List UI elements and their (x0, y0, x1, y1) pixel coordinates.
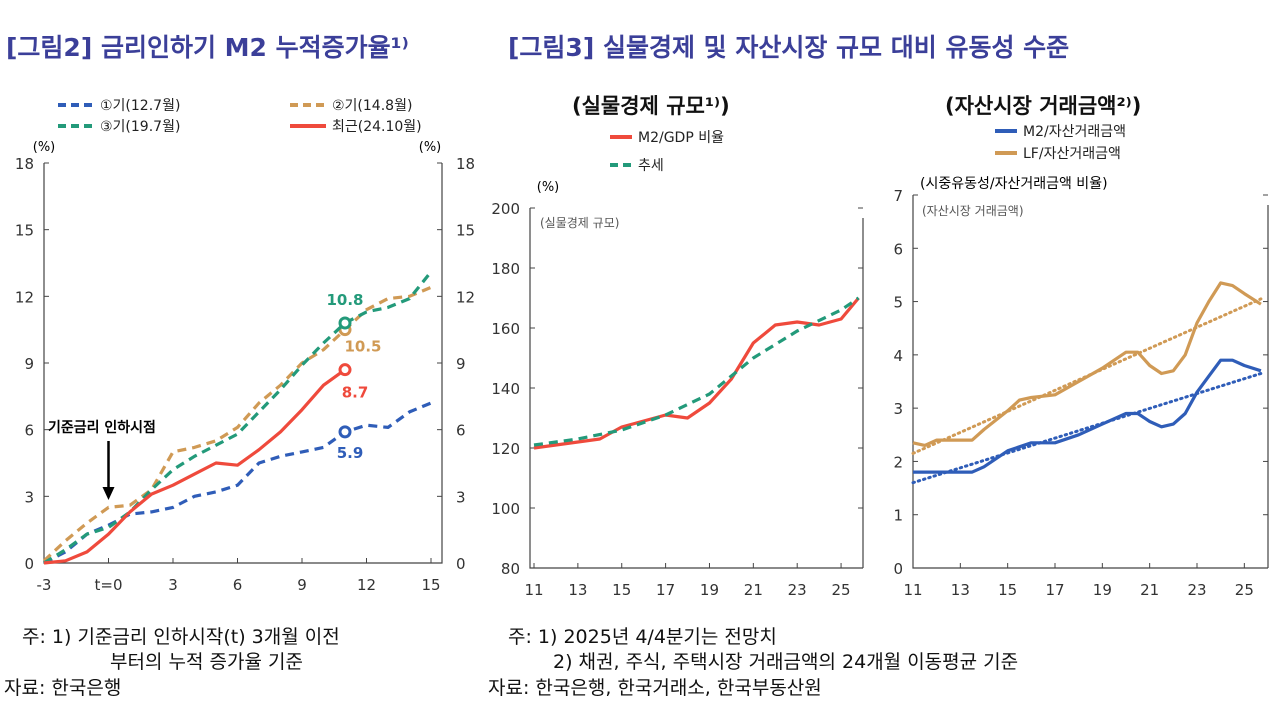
y-tick-label: 4 (893, 347, 903, 365)
y-tick-label-right: 18 (456, 155, 475, 173)
source-left: 자료: 한국은행 (4, 677, 122, 699)
data-label: 8.7 (342, 384, 369, 402)
y-tick-label-right: 15 (456, 222, 475, 240)
series-line (43, 368, 346, 565)
note-left-2: 부터의 누적 증가율 기준 (110, 651, 303, 673)
axis-frame (912, 195, 1268, 569)
y-tick-label: 1 (893, 507, 903, 525)
series-line (42, 285, 432, 562)
y-tick-label: 6 (893, 240, 903, 258)
axis-frame (529, 208, 863, 569)
y-tick-label-right: 6 (456, 422, 466, 440)
y-tick-label: 80 (501, 560, 520, 578)
legend-label: 추세 (638, 158, 664, 174)
y-tick-label: 5 (893, 294, 903, 312)
note-right-1: 주: 1) 2025년 4/4분기는 전망치 (508, 626, 777, 648)
x-tick-label: 11 (524, 581, 543, 599)
y-tick-label-right: 3 (456, 488, 466, 506)
x-tick-label: 11 (903, 581, 922, 599)
x-tick-label: 12 (357, 576, 376, 594)
series-line (911, 297, 1263, 455)
x-tick-label: 21 (744, 581, 763, 599)
y-tick-label: 200 (491, 200, 520, 218)
y-tick-label: 7 (893, 187, 903, 205)
x-tick-label: 6 (233, 576, 243, 594)
data-label: 5.9 (337, 444, 364, 462)
series-line (533, 296, 860, 450)
legend-label: ③기(19.7월) (100, 119, 180, 135)
chart1-title: (실물경제 규모) (540, 216, 620, 230)
axis-frame (43, 163, 443, 564)
chart2-title: (자산시장 거래금액) (922, 204, 1024, 218)
x-tick-label: 17 (656, 581, 675, 599)
x-tick-label: -3 (37, 576, 52, 594)
x-tick-label: 23 (788, 581, 807, 599)
x-tick-label: 13 (951, 581, 970, 599)
y-tick-label: 3 (893, 400, 903, 418)
data-marker (338, 425, 352, 439)
y-tick-label-right: 9 (456, 355, 466, 373)
y-tick-label: 15 (15, 222, 34, 240)
y-axis-unit-right: (%) (419, 140, 442, 155)
x-tick-label: 3 (168, 576, 178, 594)
x-tick-label: 25 (1235, 581, 1254, 599)
data-marker (338, 316, 352, 330)
legend-label: ①기(12.7월) (100, 98, 180, 114)
series-line (533, 296, 860, 447)
source-right: 자료: 한국은행, 한국거래소, 한국부동산원 (488, 677, 822, 699)
note-right-2: 2) 채권, 주식, 주택시장 거래금액의 24개월 이동평균 기준 (553, 651, 1019, 673)
note-left-1: 주: 1) 기준금리 인하시작(t) 3개월 이전 (22, 626, 340, 648)
y-tick-label: 18 (15, 155, 34, 173)
y-tick-label: 120 (491, 440, 520, 458)
annotation-label: 기준금리 인하시점 (48, 419, 156, 436)
y-tick-label: 12 (15, 288, 34, 306)
x-tick-label: 13 (568, 581, 587, 599)
x-tick-label: 21 (1140, 581, 1159, 599)
subchart1-title: (실물경제 규모¹⁾) (572, 94, 730, 118)
y-tick-label: 160 (491, 320, 520, 338)
x-tick-label: 15 (998, 581, 1017, 599)
y-tick-label-right: 0 (456, 555, 466, 573)
y-tick-label: 100 (491, 500, 520, 518)
annotation-arrow-head (102, 487, 115, 500)
figure3-title: [그림3] 실물경제 및 자산시장 규모 대비 유동성 수준 (508, 33, 1070, 62)
x-tick-label: 23 (1187, 581, 1206, 599)
x-tick-label: 15 (421, 576, 440, 594)
x-tick-label: t=0 (95, 576, 123, 594)
legend-label: 최근(24.10월) (332, 119, 422, 135)
data-label: 10.8 (326, 291, 363, 309)
data-marker (338, 363, 352, 377)
y-tick-label: 0 (24, 555, 34, 573)
y-tick-label: 9 (24, 355, 34, 373)
x-tick-label: 15 (612, 581, 631, 599)
subchart2-title: (자산시장 거래금액²⁾) (945, 94, 1142, 118)
x-tick-label: 9 (297, 576, 307, 594)
series-line (43, 270, 433, 565)
y-tick-label-right: 12 (456, 288, 475, 306)
legend-label: LF/자산거래금액 (1023, 146, 1121, 162)
y-tick-label: 2 (893, 453, 903, 471)
y-axis-unit: (%) (33, 140, 56, 155)
series-line (912, 281, 1262, 447)
x-tick-label: 19 (700, 581, 719, 599)
series-line (911, 372, 1263, 485)
legend-label: M2/GDP 비율 (638, 130, 724, 146)
y-axis-unit: (%) (537, 180, 560, 195)
legend-label: ②기(14.8월) (332, 98, 412, 114)
y-tick-label: 3 (24, 488, 34, 506)
x-tick-label: 17 (1045, 581, 1064, 599)
legend-label: M2/자산거래금액 (1023, 124, 1126, 140)
data-label: 10.5 (344, 338, 381, 356)
series-line (43, 401, 432, 565)
x-tick-label: 19 (1093, 581, 1112, 599)
figure2-title: [그림2] 금리인하기 M2 누적증가율¹⁾ (6, 33, 409, 62)
y-axis-unit: (시중유동성/자산거래금액 비율) (920, 176, 1108, 192)
y-tick-label: 0 (893, 560, 903, 578)
y-tick-label: 6 (24, 422, 34, 440)
y-tick-label: 140 (491, 380, 520, 398)
x-tick-label: 25 (832, 581, 851, 599)
y-tick-label: 180 (491, 260, 520, 278)
